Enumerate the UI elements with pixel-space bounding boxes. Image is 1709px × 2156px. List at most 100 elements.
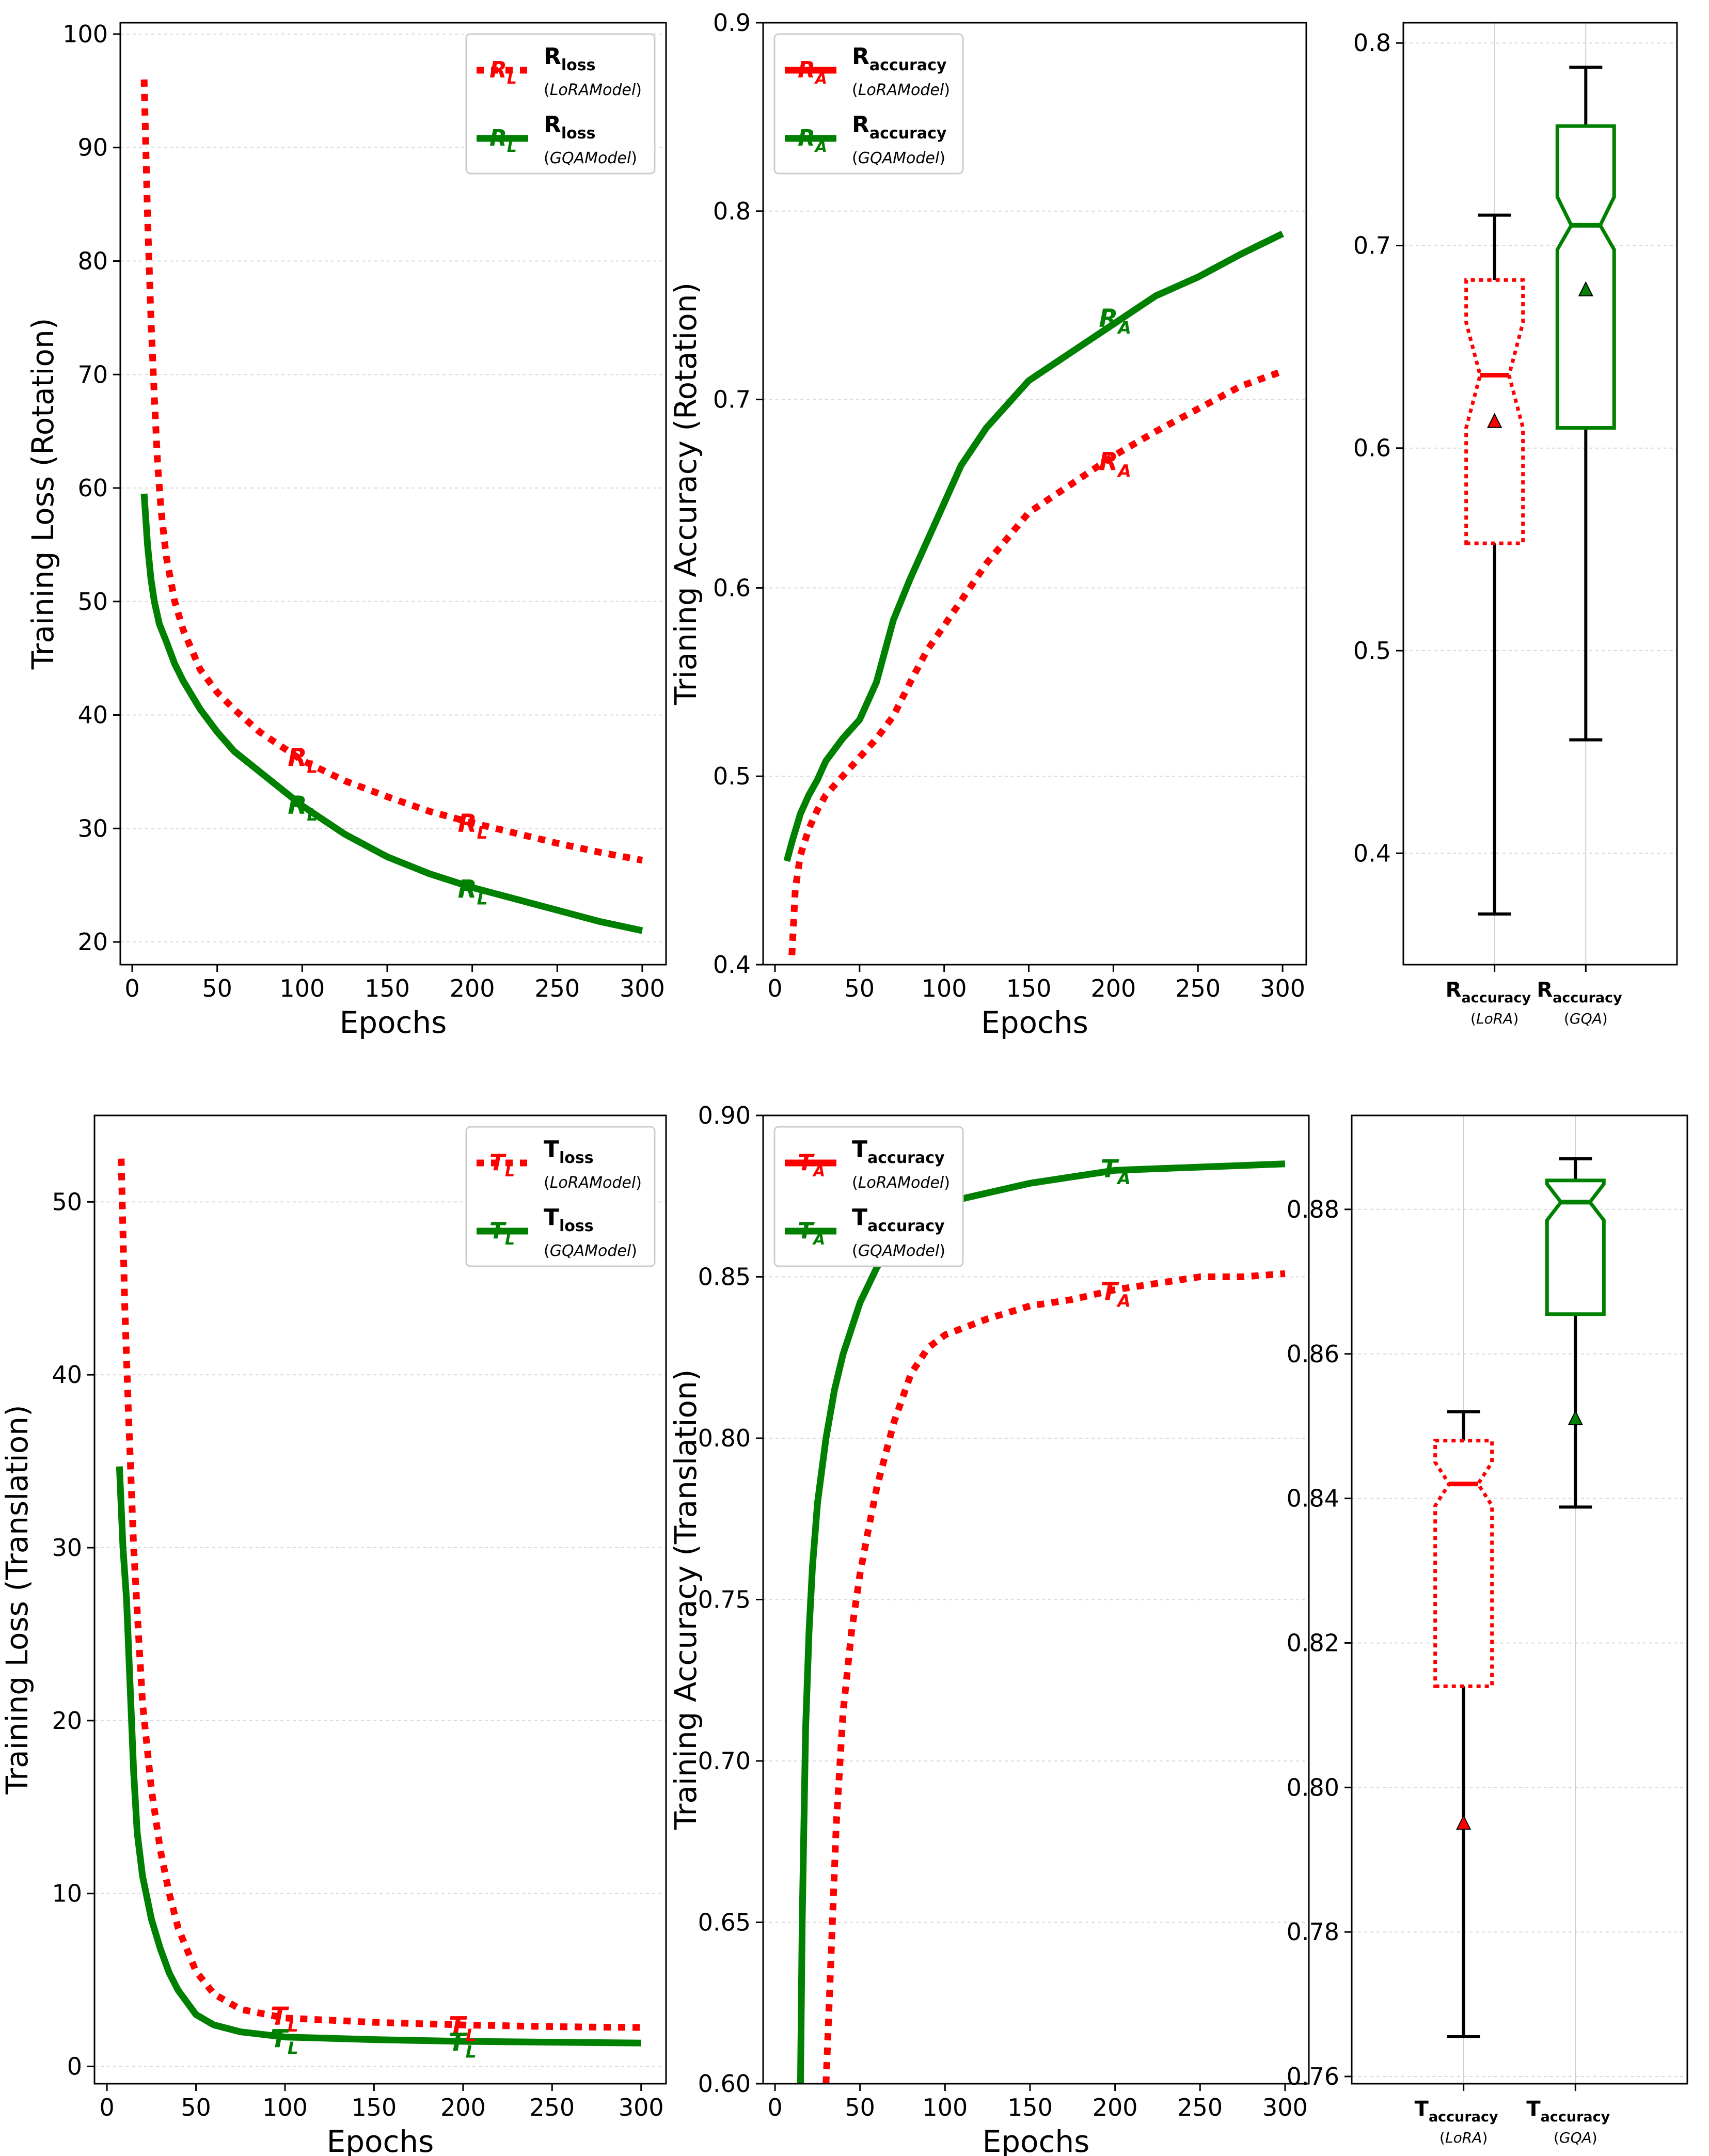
legend-marker: RA <box>798 57 827 88</box>
legend-entry-model: (LoRAModel) <box>544 1174 642 1192</box>
y-tick-label: 100 <box>62 20 108 48</box>
curve-annotation: TA <box>1101 1155 1131 1188</box>
plot-frame <box>1351 1114 1688 2085</box>
y-tick-label: 0.85 <box>698 1263 751 1291</box>
lora-series-line <box>118 1158 641 2031</box>
curve-annotation: TL <box>449 2011 477 2045</box>
notched-box <box>1433 1439 1494 1688</box>
y-tick-label: 0.5 <box>713 762 751 790</box>
legend-entry-model: (GQAModel) <box>544 1242 637 1260</box>
category-label: Raccuracy <box>1537 978 1622 1006</box>
curve-annotation: TL <box>271 2002 298 2036</box>
y-tick-label: 0.88 <box>1287 1195 1339 1223</box>
curve-annotation: RL <box>288 744 318 777</box>
legend: RL Rloss (LoRAModel) RL Rloss (GQAModel) <box>465 33 656 175</box>
panel-trans-acc: TA TA 0 50 100 150 200 250 300 0.60 0.65 0.70 0.75 0.… <box>668 1101 1310 2156</box>
plot-frame <box>1402 22 1678 966</box>
lora-series-line <box>788 368 1284 956</box>
y-tick-label: 40 <box>52 1361 82 1389</box>
box-lora <box>1464 213 1525 916</box>
y-tick-label: 20 <box>77 928 108 956</box>
x-tick-label: 250 <box>529 2094 575 2121</box>
legend-marker: TL <box>489 1218 515 1249</box>
legend-entry-name: Raccuracy <box>852 43 947 74</box>
y-tick-label: 80 <box>77 247 108 275</box>
y-tick-label: 50 <box>52 1188 82 1216</box>
y-tick-label: 0.7 <box>713 386 751 414</box>
panel-rot-loss: RL RL RL RL 0 50 100 150 200 250 300 20 30 40 50 60 70 80… <box>25 20 667 1040</box>
y-tick-label: 0.80 <box>698 1424 751 1452</box>
x-axis-label: Epochs <box>327 2124 434 2156</box>
y-axis-label: Training Loss (Rotation) <box>25 318 60 670</box>
legend-marker: TA <box>798 1150 825 1181</box>
legend-entry-model: (LoRAModel) <box>852 1174 950 1192</box>
notched-box <box>1545 1178 1606 1316</box>
notched-box <box>1464 278 1525 545</box>
x-tick-label: 150 <box>365 974 410 1002</box>
x-tick-label: 50 <box>845 2094 875 2121</box>
curve-annotation: RL <box>458 875 488 909</box>
category-label: Taccuracy <box>1526 2097 1610 2125</box>
y-tick-label: 0.4 <box>1353 839 1391 867</box>
panel-rot-acc: RA RA 0 50 100 150 200 250 300 0.4 0.5 0.6 0.7 0.8 0.9… <box>668 9 1307 1040</box>
legend-entry-name: Rloss <box>544 43 596 74</box>
legend-marker: TA <box>798 1218 825 1249</box>
x-tick-label: 300 <box>1260 974 1305 1002</box>
y-tick-label: 60 <box>77 474 108 502</box>
legend: RA Raccuracy (LoRAModel) RA Raccuracy (GQAMod… <box>773 33 964 175</box>
x-tick-label: 150 <box>352 2094 397 2121</box>
y-axis-label: Training Loss (Translation) <box>0 1405 35 1795</box>
mean-marker <box>1568 1410 1583 1425</box>
x-tick-label: 50 <box>845 974 875 1002</box>
x-tick-label: 50 <box>202 974 232 1002</box>
x-tick-label: 100 <box>279 974 325 1002</box>
y-tick-label: 0.4 <box>713 951 751 979</box>
legend-entry-name: Taccuracy <box>852 1204 945 1235</box>
x-axis-label: Epochs <box>340 1005 447 1040</box>
legend-entry-name: Tloss <box>544 1204 594 1235</box>
x-tick-label: 200 <box>1093 2094 1138 2121</box>
y-tick-label: 0.70 <box>698 1747 751 1775</box>
box-lora <box>1433 1410 1494 2039</box>
gqa-series-line <box>783 230 1284 862</box>
y-tick-label: 30 <box>52 1534 82 1562</box>
legend-entry-name: Raccuracy <box>852 112 947 143</box>
y-tick-label: 0.84 <box>1287 1485 1339 1513</box>
y-tick-label: 0.90 <box>698 1101 751 1129</box>
legend: TL Tloss (LoRAModel) TL Tloss (GQAModel) <box>465 1126 656 1267</box>
category-model-label: (LoRA) <box>1470 1010 1518 1027</box>
notched-box <box>1555 124 1616 430</box>
y-axis-label: Training Accuracy (Translation) <box>668 1370 703 1831</box>
y-tick-label: 0.7 <box>1353 231 1391 259</box>
y-tick-label: 0.82 <box>1287 1629 1339 1657</box>
category-label: Raccuracy <box>1446 978 1531 1006</box>
y-tick-label: 70 <box>77 360 108 388</box>
category-model-label: (LoRA) <box>1439 2129 1488 2146</box>
y-tick-label: 0.8 <box>713 197 751 225</box>
plot-frame <box>119 22 667 966</box>
x-tick-label: 200 <box>440 2094 486 2121</box>
y-tick-label: 0 <box>67 2053 82 2081</box>
x-tick-label: 250 <box>534 974 580 1002</box>
category-model-label: (GQA) <box>1564 1010 1608 1027</box>
box-gqa <box>1545 1157 1606 1509</box>
y-tick-label: 0.80 <box>1287 1773 1339 1801</box>
x-tick-label: 100 <box>922 974 967 1002</box>
y-tick-label: 0.6 <box>713 574 751 602</box>
curve-annotation: RA <box>1099 304 1131 338</box>
x-tick-label: 0 <box>99 2094 114 2121</box>
legend-entry-model: (GQAModel) <box>544 149 637 167</box>
x-tick-label: 250 <box>1175 974 1221 1002</box>
y-tick-label: 40 <box>77 701 108 729</box>
curve-annotation: TL <box>449 2028 477 2061</box>
y-axis-label: Trianing Accuracy (Rotation) <box>668 282 703 705</box>
curve-annotation: TL <box>271 2025 298 2058</box>
x-tick-label: 300 <box>619 2094 664 2121</box>
x-tick-label: 300 <box>620 974 665 1002</box>
legend-entry-name: Taccuracy <box>852 1136 945 1167</box>
y-tick-label: 10 <box>52 1880 82 1908</box>
category-model-label: (GQA) <box>1554 2129 1597 2146</box>
curve-annotation: RL <box>458 809 488 843</box>
curve-annotation: TA <box>1101 1278 1131 1311</box>
